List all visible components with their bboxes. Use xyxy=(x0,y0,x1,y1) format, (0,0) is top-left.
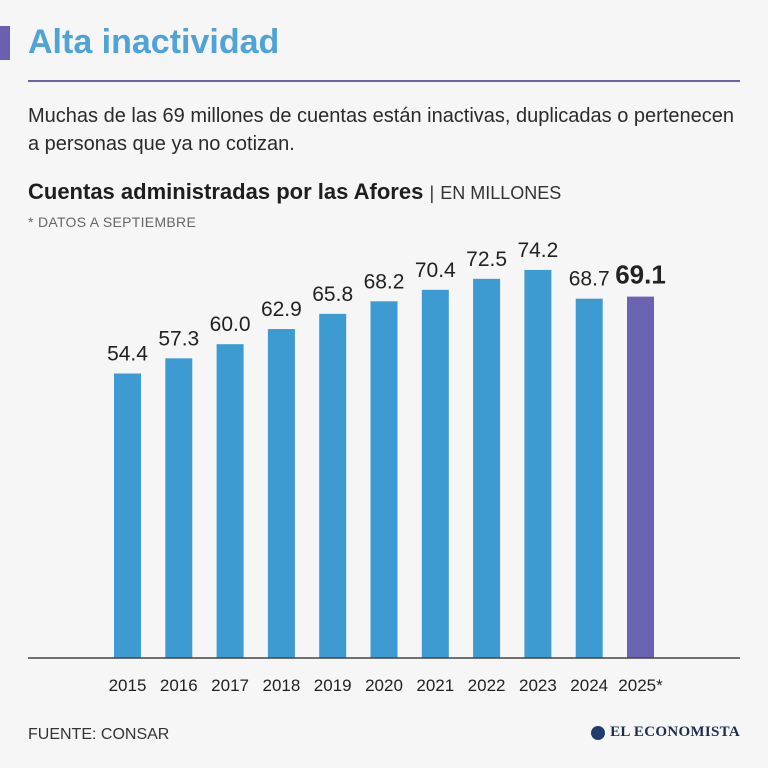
x-tick-2020: 2020 xyxy=(365,676,403,695)
x-tick-2021: 2021 xyxy=(416,676,454,695)
x-tick-2019: 2019 xyxy=(314,676,352,695)
value-label-2016: 57.3 xyxy=(158,327,199,350)
x-tick-2017: 2017 xyxy=(211,676,249,695)
bar-2021 xyxy=(421,289,449,658)
title-divider xyxy=(28,80,740,82)
chart-unit-label: EN MILLONES xyxy=(440,183,562,203)
brand-logo: EL ECONOMISTA xyxy=(591,724,740,741)
x-tick-2018: 2018 xyxy=(262,676,300,695)
x-tick-2015: 2015 xyxy=(109,676,147,695)
chart-title-separator: | xyxy=(429,183,435,203)
source-label: FUENTE: CONSAR xyxy=(28,726,170,743)
bar-2016 xyxy=(165,358,193,658)
x-tick-2022: 2022 xyxy=(468,676,506,695)
chart-title: Cuentas administradas por las Afores xyxy=(28,179,424,204)
x-tick-2023: 2023 xyxy=(519,676,557,695)
subtitle: Muchas de las 69 millones de cuentas est… xyxy=(28,105,734,155)
value-label-2022: 72.5 xyxy=(466,248,507,271)
bar-2022 xyxy=(473,278,501,658)
chart-title-row: Cuentas administradas por las Afores | E… xyxy=(28,178,561,207)
bar-2017 xyxy=(216,344,244,658)
x-tick-2024: 2024 xyxy=(570,676,608,695)
bar-2015 xyxy=(114,373,141,658)
bar-2020 xyxy=(370,301,398,658)
value-label-2015: 54.4 xyxy=(107,342,148,365)
x-tick-2025: 2025* xyxy=(618,676,663,695)
brand-icon xyxy=(591,725,606,740)
value-label-2025: 69.1 xyxy=(615,260,666,290)
chart-footnote: * DATOS A SEPTIEMBRE xyxy=(28,214,197,230)
bar-2019 xyxy=(319,313,347,658)
bar-2018 xyxy=(267,329,295,658)
value-label-2020: 68.2 xyxy=(364,270,405,293)
x-tick-2016: 2016 xyxy=(160,676,198,695)
bar-2025 xyxy=(627,296,654,658)
page-title: Alta inactividad xyxy=(28,23,280,61)
bar-2023 xyxy=(524,269,552,658)
title-accent-bar xyxy=(0,26,10,60)
value-label-2021: 70.4 xyxy=(415,259,456,282)
value-label-2023: 74.2 xyxy=(517,239,558,262)
bar-2024 xyxy=(575,298,603,658)
value-label-2018: 62.9 xyxy=(261,298,302,321)
brand-name: EL ECONOMISTA xyxy=(610,724,740,740)
value-label-2024: 68.7 xyxy=(569,268,610,291)
value-label-2019: 65.8 xyxy=(312,283,353,306)
value-label-2017: 60.0 xyxy=(210,313,251,336)
